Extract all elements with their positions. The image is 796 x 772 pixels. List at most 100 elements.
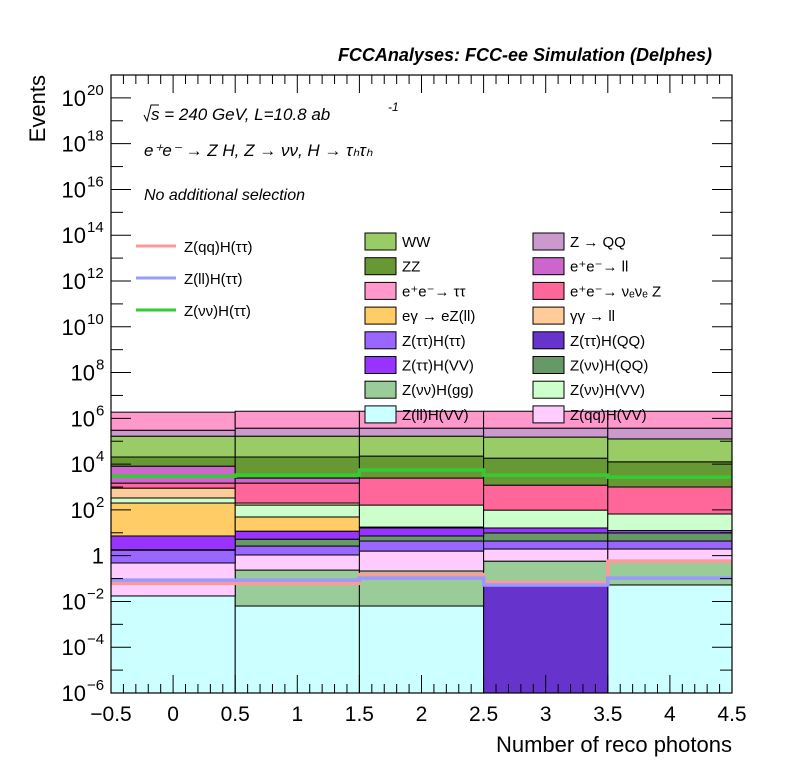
bar-segment: ZZ [483,457,609,486]
bar-segment: e⁺e⁻→ νₑνₑ Z [358,477,485,506]
bar-segment: ZZ [607,461,733,488]
y-tick-exponent: 12 [87,265,104,282]
bar-segment: Z(ττ)H(VV) [110,535,236,551]
legend: Z(qq)H(ττ) Z(ll)H(ττ) Z(νν)H(ττ) WW ZZ e⁺e⁻→ … [136,232,661,424]
bar-segment: Z(ττ)H(QQ) [483,580,609,694]
y-tick-base: 10 [71,361,95,386]
x-tick-label: 3.5 [593,703,622,726]
bar-segment: Z(νν)H(gg) [234,569,360,607]
legend-entry-label: Z(qq)H(ττ) [184,239,253,256]
bar-segment: e⁺e⁻→ νₑνₑ Z [483,484,609,511]
legend-entry-label: Z(ll)H(ττ) [184,271,243,288]
bar-segment: Z(νν)H(gg) [483,560,609,582]
legend-entry-label: Z(νν)H(ττ) [184,303,251,320]
legend-entry-label: Z(νν)H(gg) [402,382,474,399]
legend-entry-label: eγ → eZ(ll) [402,308,475,325]
signal-lines [111,468,732,587]
y-tick-exponent: −2 [87,585,104,602]
y-tick-label: 10 10 [62,311,104,340]
bar-segment: Z(ττ)H(ττ) [358,540,485,552]
y-tick-label: 10 4 [71,448,105,477]
y-tick-base: 10 [71,406,95,431]
bar-segment: Z(νν)H(VV) [607,513,733,531]
bar-segment: Z(νν)H(QQ) [234,538,360,547]
bar-segment: WW [358,435,485,457]
legend-entry-label: Z(ττ)H(VV) [402,358,474,375]
bar-segment: Z → QQ [607,427,733,440]
legend-swatch [364,356,397,374]
bar-segment: Z(ττ)H(VV) [483,527,609,534]
bar-segment: γγ → ll [110,487,236,499]
y-tick-label: 10 −4 [62,631,105,660]
bar-segment: ZZ [358,455,485,479]
bar-segment: Z(qq)H(VV) [483,548,609,562]
x-tick-label: 3 [540,703,552,726]
legend-entry-label: ZZ [402,259,420,276]
legend-swatch [532,405,565,424]
legend-swatch [364,281,397,300]
bar-segment: Z(ττ)H(VV) [358,527,485,537]
legend-entry-label: WW [402,234,431,251]
y-tick-base: 10 [62,635,86,660]
bar-segment: Z(ττ)H(ττ) [110,549,236,564]
y-tick-label: 10 12 [62,265,104,294]
y-tick-label: 10 −6 [62,677,105,706]
legend-entry-label: Z(νν)H(QQ) [570,358,648,375]
axis-ticks [110,74,733,694]
annotation-energy-lumi: s = 240 GeV, L=10.8 ab -1 [143,100,399,124]
x-tick-label: 4 [664,703,676,726]
bar-segment: Z(νν)H(gg) [607,560,733,586]
x-tick-label: 2.5 [469,703,498,726]
x-tick-label: 0.5 [221,703,250,726]
y-tick-label: 10 −2 [62,585,105,614]
bar-segment: Z(qq)H(VV) [234,554,360,571]
y-tick-exponent: 10 [87,311,104,328]
y-tick-base: 10 [62,589,86,614]
legend-swatch [532,257,565,276]
y-tick-label: 10 2 [71,494,105,523]
y-tick-label: 10 6 [71,402,105,431]
bar-segment: Z(νν)H(VV) [110,497,236,504]
legend-entry-label: e⁺e⁻→ νₑνₑ Z [570,283,661,300]
y-tick-label: 10 8 [71,357,105,386]
annotation-selection: No additional selection [144,187,305,204]
y-tick-label: 1 [92,544,104,569]
x-tick-label: 0 [167,703,179,726]
x-tick-label: 2 [416,703,428,726]
legend-entry-label: Z(νν)H(VV) [570,382,645,399]
bar-segment: Z(νν)H(QQ) [358,535,485,542]
sqrt-symbol [143,104,159,123]
y-tick-base: 10 [62,681,86,706]
bar-segment: Z → QQ [234,427,360,437]
legend-entry-label: e⁺e⁻→ ττ [402,283,466,300]
annotation-line1: s = 240 GeV, L=10.8 ab [151,105,330,124]
legend-swatch [532,232,565,251]
bar-segment: Z(νν)H(QQ) [607,532,733,542]
y-tick-base: 10 [62,177,86,202]
bar-segment: e⁺e⁻→ ττ [110,411,236,431]
bar-segment: Z(ττ)H(ττ) [607,540,733,550]
signal-line [111,468,732,479]
y-tick-exponent: 16 [87,173,104,190]
y-tick-exponent: 2 [96,494,104,511]
legend-swatch [364,405,397,424]
legend-swatch [532,331,565,350]
y-tick-base: 10 [71,498,95,523]
bar-segment: Z → QQ [358,427,485,437]
legend-swatch [532,380,565,399]
bar-segment: ZZ [110,456,236,467]
bar-segment: WW [110,435,236,458]
bar-segment: Z(qq)H(VV) [607,548,733,562]
y-tick-exponent: 20 [87,82,104,99]
bar-segment: e⁺e⁻→ ll [234,477,360,484]
bar-segment: Z → QQ [483,427,609,438]
y-tick-exponent: 6 [96,402,104,419]
bar-segment: Z → QQ [110,429,236,437]
y-tick-exponent: 14 [87,219,104,236]
bar-segment: Z(ττ)H(VV) [234,530,360,540]
y-axis-title: Events [25,75,50,142]
y-tick-base: 10 [62,315,86,340]
y-tick-label: 10 20 [62,82,104,111]
bar-segment: eγ → eZ(ll) [110,502,236,537]
